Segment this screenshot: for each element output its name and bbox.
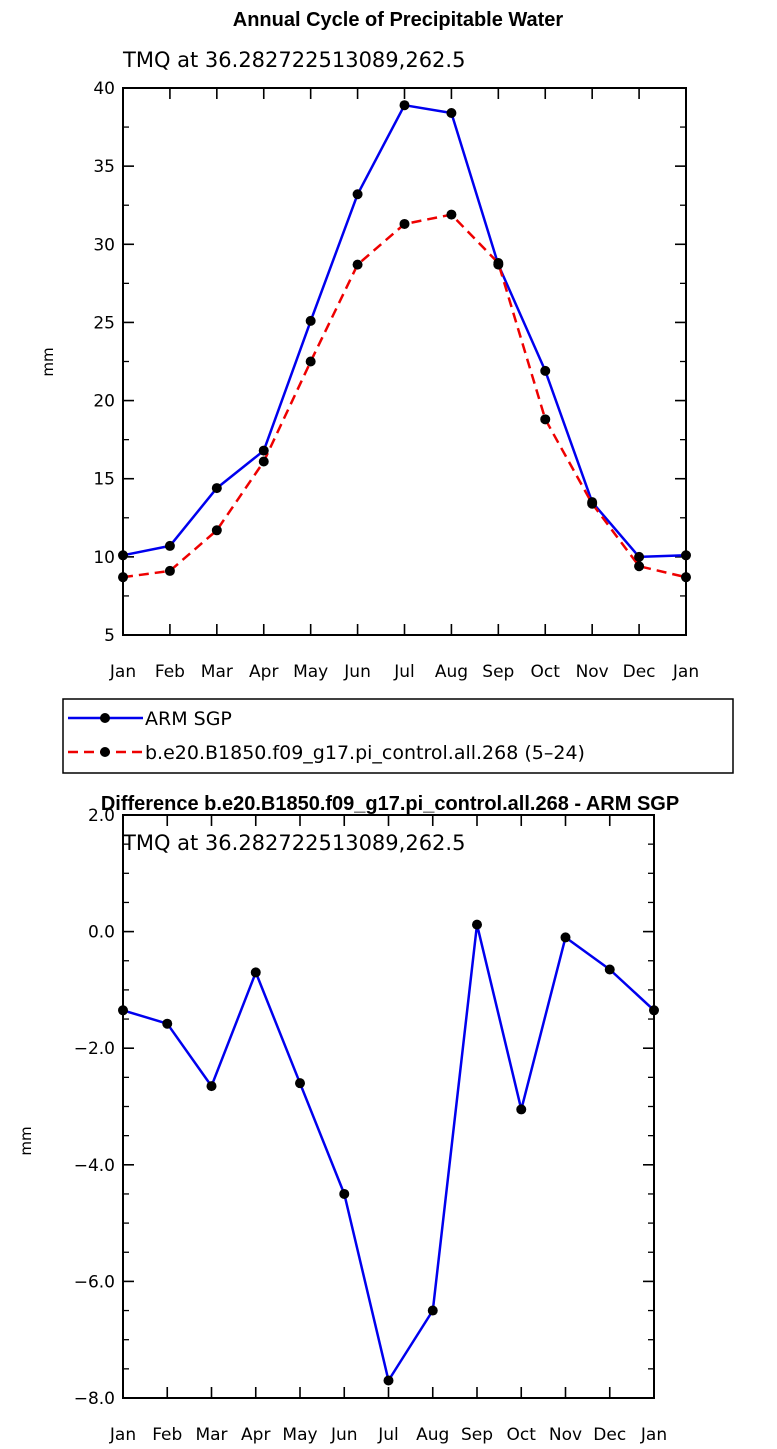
bottom-chart-subtitle: TMQ at 36.282722513089,262.5 [122,831,465,855]
top-xtick-label: Jan [672,662,699,682]
legend-box [62,698,734,774]
top-chart-subtitle: TMQ at 36.282722513089,262.5 [122,48,465,72]
top-series-0-point [634,551,645,562]
bottom-xtick-label: Jan [109,1425,136,1445]
top-series-0-point [258,445,269,456]
bottom-xtick-label: Jan [640,1425,667,1445]
top-series-1-point [493,258,504,269]
bottom-xtick-label: Mar [195,1425,227,1445]
legend-marker-model [100,747,110,757]
bottom-ytick-label: −2.0 [74,1039,115,1059]
bottom-series-0-point [560,932,571,943]
legend: ARM SGP b.e20.B1850.f09_g17.pi_control.a… [62,698,734,774]
bottom-xtick-label: Nov [549,1425,582,1445]
bottom-ytick-label: 0.0 [88,923,115,943]
bottom-series-0-point [162,1018,173,1029]
bottom-plot-frame [122,814,655,1399]
bottom-xtick-label: Apr [241,1425,270,1445]
top-series-1-point [258,456,269,467]
top-xtick-label: Nov [576,662,609,682]
top-series-0-point [211,483,222,494]
top-series-0-point [352,189,363,200]
bottom-ytick-label: −6.0 [74,1272,115,1292]
legend-label-arm-sgp: ARM SGP [145,708,232,730]
legend-label-model: b.e20.B1850.f09_g17.pi_control.all.268 (… [145,742,585,764]
top-ytick-label: 30 [93,235,115,255]
top-series-0-point [681,550,691,561]
bottom-series-0-point [383,1375,394,1386]
bottom-series-0-point [472,919,482,930]
top-series-1-point [446,209,457,220]
top-chart-ylabel: mm [39,347,57,376]
top-series-0-point [164,540,175,551]
top-series-1-point [399,218,410,229]
top-xtick-label: May [293,662,328,682]
bottom-series-0-point [250,967,261,978]
top-plot-area: 5 10 15 20 25 30 35 40 Jan Feb Mar Apr May Jun Jul Aug S… [93,79,699,682]
top-series-1-point [681,572,691,583]
top-series-0-point [399,100,410,111]
top-series-1-point [587,498,598,509]
top-xtick-label: Mar [201,662,233,682]
bottom-ytick-label: −8.0 [74,1389,115,1409]
bottom-xtick-label: Oct [507,1425,537,1445]
top-series-1-point [634,561,645,572]
bottom-xtick-label: Dec [593,1425,626,1445]
bottom-series-0-point [516,1104,527,1115]
bottom-series-0-point [118,1005,128,1016]
top-xtick-label: Oct [531,662,561,682]
bottom-xtick-label: Feb [152,1425,182,1445]
bottom-series-0-point [604,964,615,975]
top-ytick-label: 35 [93,157,115,177]
top-series-0-point [118,550,128,561]
top-series-0-point [446,108,457,119]
top-ytick-label: 15 [93,470,115,490]
top-ytick-label: 10 [93,548,115,568]
bottom-series-0-point [649,1005,659,1016]
top-xtick-label: Apr [249,662,278,682]
top-xtick-label: Jun [343,662,371,682]
bottom-series-0-point [427,1305,438,1316]
top-plot-frame [122,87,687,636]
bottom-series-0-point [295,1078,305,1089]
top-series-0-point [540,365,551,376]
legend-entry-model: b.e20.B1850.f09_g17.pi_control.all.268 (… [68,742,585,764]
top-series-line-0 [122,103,687,559]
bottom-plot-area: −8.0 −6.0 −4.0 −2.0 0.0 2.0 Jan Feb Mar Apr May Jun… [74,806,667,1445]
bottom-chart-ylabel: mm [17,1126,35,1155]
bottom-xtick-label: Sep [461,1425,493,1445]
top-series-1-point [305,356,316,367]
top-series-1-point [352,259,363,270]
top-xtick-label: Jan [109,662,136,682]
bottom-xtick-label: Jul [377,1425,399,1445]
bottom-series-line-0 [122,923,655,1382]
top-chart-title: Annual Cycle of Precipitable Water [233,9,564,31]
bottom-xtick-label: Jun [330,1425,358,1445]
top-series-1-point [164,565,175,576]
legend-marker-arm-sgp [100,713,110,723]
bottom-series-0-point [339,1188,350,1199]
top-ytick-label: 25 [93,313,115,333]
top-series-1-point [211,525,222,536]
bottom-xtick-label: May [282,1425,317,1445]
top-xtick-label: Sep [482,662,514,682]
top-series-1-point [540,414,551,425]
bottom-ytick-label: 2.0 [88,806,115,826]
top-series-0-point [305,315,316,326]
top-xtick-label: Aug [435,662,468,682]
bottom-series-0-point [206,1081,217,1092]
bottom-ytick-label: −4.0 [74,1156,115,1176]
top-series-1-point [118,572,128,583]
bottom-xtick-label: Aug [416,1425,449,1445]
top-xtick-label: Feb [155,662,185,682]
top-ytick-label: 40 [93,79,115,99]
top-xtick-label: Jul [393,662,415,682]
top-series-line-1 [122,213,687,579]
top-ytick-label: 5 [104,626,115,646]
top-ytick-label: 20 [93,392,115,412]
legend-entry-arm-sgp: ARM SGP [68,708,232,730]
top-xtick-label: Dec [623,662,656,682]
bottom-chart-title: Difference b.e20.B1850.f09_g17.pi_contro… [101,793,679,815]
